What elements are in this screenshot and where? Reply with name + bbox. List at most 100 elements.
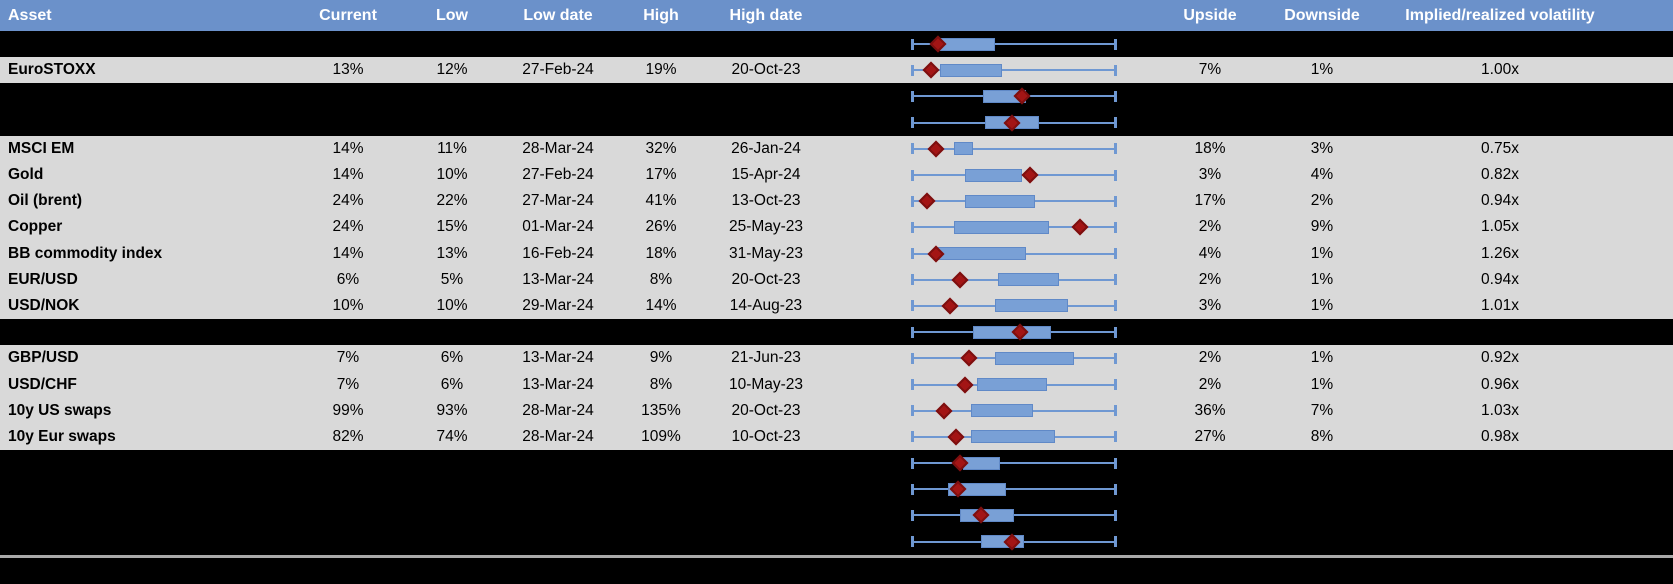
cell-downside: 4% [1310,166,1334,184]
cell-low-date: 28-Mar-24 [522,427,594,445]
marker-diamond-icon [1071,218,1089,236]
range-boxplot [911,57,1117,83]
cell-downside: 1% [1310,244,1334,262]
cell-current: 7% [336,375,360,393]
iqr-box [997,273,1060,287]
cell-upside: 18% [1194,139,1226,157]
range-boxplot [911,476,1117,502]
marker-diamond-icon [918,192,936,210]
range-boxplot [911,502,1117,528]
whisker-cap-right [1114,431,1117,443]
cell-current: 24% [332,192,364,210]
cell-low: 5% [440,270,464,288]
cell-iv-rv: 0.94x [1481,270,1519,288]
cell-low: 10% [436,296,468,314]
col-header-upside: Upside [1183,7,1237,24]
cell-high-date: 10-May-23 [728,375,804,393]
cell-asset: EUR/USD [8,270,78,288]
cell-current: 7% [336,349,360,367]
cell-high-date: 26-Jan-24 [731,139,801,157]
cell-asset: GBP/USD [8,349,79,367]
whisker-cap-right [1114,300,1117,312]
footer-black-band [0,557,1673,584]
cell-low-date: 28-Mar-24 [522,401,594,419]
cell-asset: Copper [8,218,63,236]
whisker-cap-left [911,169,914,181]
range-boxplot [911,450,1117,476]
whisker-cap-right [1114,457,1117,469]
cell-iv-rv: 1.00x [1481,61,1519,79]
cell-asset: Oil (brent) [8,192,83,210]
table-row-hidden [0,83,1673,110]
range-boxplot [911,214,1117,240]
col-header-implied-realized-volatility: Implied/realized volatility [1405,7,1595,24]
whisker-cap-right [1114,117,1117,129]
cell-high-date: 10-Oct-23 [731,427,801,445]
range-boxplot [911,267,1117,293]
whisker-cap-right [1114,64,1117,76]
whisker-cap-right [1114,274,1117,286]
whisker-cap-right [1114,169,1117,181]
marker-diamond-icon [951,271,969,289]
whisker-cap-right [1114,483,1117,495]
cell-low-date: 16-Feb-24 [522,244,594,262]
cell-upside: 4% [1198,244,1222,262]
cell-high: 17% [645,166,677,184]
cell-downside: 1% [1310,270,1334,288]
cell-low: 6% [440,349,464,367]
cell-asset: 10y US swaps [8,401,112,419]
cell-high: 41% [645,192,677,210]
whisker-cap-left [911,431,914,443]
cell-downside: 1% [1310,296,1334,314]
whisker-line [912,462,1116,465]
cell-low: 10% [436,166,468,184]
cell-downside: 9% [1310,218,1334,236]
cell-downside: 2% [1310,192,1334,210]
cell-asset: BB commodity index [8,244,163,262]
cell-current: 99% [332,401,364,419]
whisker-cap-left [911,326,914,338]
whisker-cap-right [1114,38,1117,50]
table-row: EUR/USD 6% 5% 13-Mar-24 8% 20-Oct-23 2% 1% 0.94x [0,266,1673,293]
table-body: EuroSTOXX 13% 12% 27-Feb-24 19% 20-Oct-23 7% 1%… [0,31,1673,555]
cell-asset: EuroSTOXX [8,61,96,79]
whisker-cap-left [911,248,914,260]
whisker-cap-left [911,300,914,312]
cell-low: 12% [436,61,468,79]
cell-iv-rv: 1.26x [1481,244,1519,262]
table-row: GBP/USD 7% 6% 13-Mar-24 9% 21-Jun-23 2% 1% 0.92x [0,345,1673,372]
cell-asset: Gold [8,166,44,184]
table-row: MSCI EM 14% 11% 28-Mar-24 32% 26-Jan-24 18% 3% 0… [0,135,1673,162]
whisker-cap-left [911,483,914,495]
iqr-box [970,404,1033,418]
table-row: Copper 24% 15% 01-Mar-24 26% 25-May-23 2% 9% 1.0… [0,214,1673,241]
cell-high: 8% [649,270,673,288]
cell-low-date: 13-Mar-24 [522,349,594,367]
iqr-box [995,299,1068,313]
whisker-cap-right [1114,221,1117,233]
cell-low: 13% [436,244,468,262]
cell-high: 135% [641,401,681,419]
cell-asset: USD/NOK [8,296,80,314]
cell-high-date: 20-Oct-23 [731,401,801,419]
cell-upside: 2% [1198,375,1222,393]
cell-upside: 2% [1198,218,1222,236]
whisker-cap-left [911,457,914,469]
cell-low-date: 27-Feb-24 [522,166,594,184]
cell-downside: 1% [1310,61,1334,79]
cell-low-date: 27-Feb-24 [522,61,594,79]
whisker-cap-left [911,38,914,50]
col-header-asset: Asset [8,7,52,24]
range-boxplot [911,136,1117,162]
table-row-hidden [0,109,1673,136]
cell-downside: 8% [1310,427,1334,445]
cell-low-date: 28-Mar-24 [522,139,594,157]
range-boxplot [911,83,1117,109]
cell-high: 9% [649,349,673,367]
cell-high-date: 21-Jun-23 [731,349,801,367]
cell-high: 32% [645,139,677,157]
cell-iv-rv: 0.98x [1481,427,1519,445]
cell-upside: 3% [1198,166,1222,184]
whisker-cap-left [911,405,914,417]
iqr-box [954,220,1049,234]
